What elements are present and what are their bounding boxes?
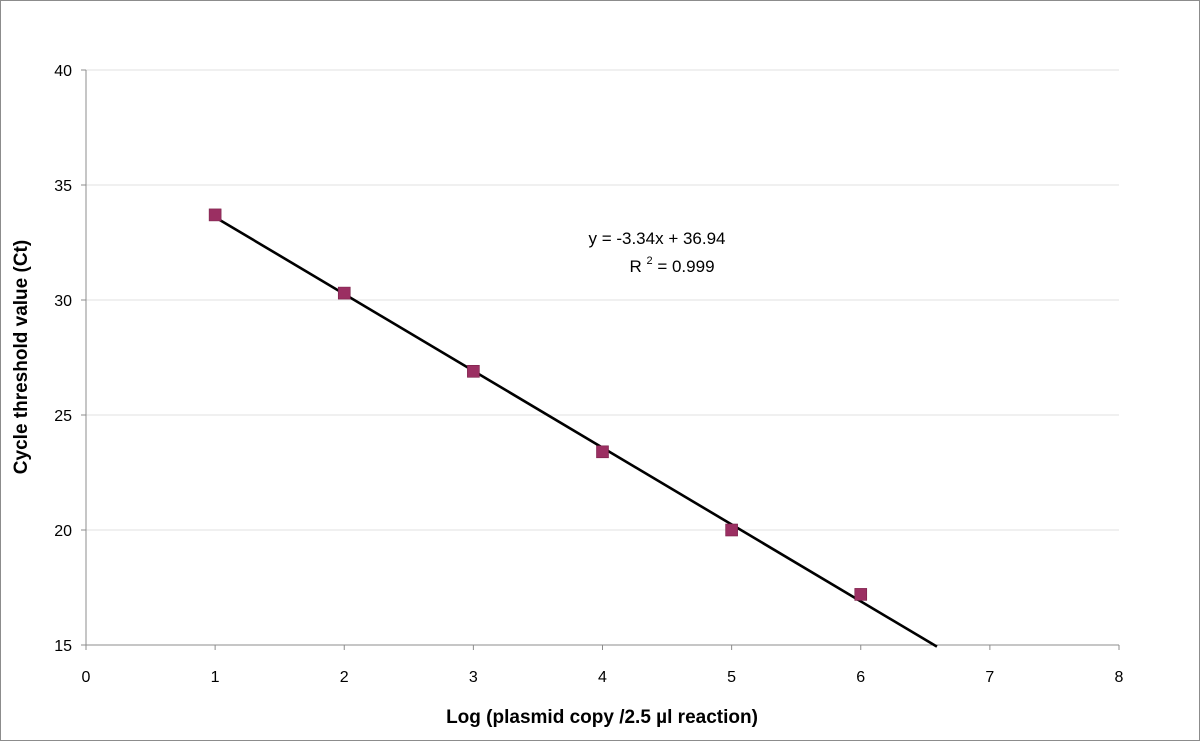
data-point-2	[337, 286, 351, 300]
y-tick-label-25: 25	[54, 408, 72, 425]
data-point-1	[208, 208, 222, 222]
trendline-equation: y = -3.34x + 36.94	[588, 229, 725, 248]
r-squared-exponent: 2	[646, 255, 652, 267]
data-point-4	[596, 445, 609, 459]
x-tick-label-4: 4	[598, 669, 607, 686]
y-axis-title: Cycle threshold value (Ct)	[11, 240, 32, 474]
x-tick-label-3: 3	[469, 669, 478, 686]
y-tick-label-40: 40	[54, 63, 72, 80]
y-tick-label-15: 15	[54, 638, 72, 655]
trendline	[214, 216, 938, 648]
x-tick-label-0: 0	[82, 669, 91, 686]
x-axis-title: Log (plasmid copy /2.5 µl reaction)	[446, 707, 758, 728]
data-point-6	[854, 588, 868, 601]
r-squared-label: R 2 = 0.999	[629, 249, 714, 276]
y-tick-label-20: 20	[54, 523, 72, 540]
data-point-3	[467, 364, 480, 378]
tick-labels: 15 20 25 30 35 40 0 1 2 3 4 5 6 7 8	[54, 63, 1123, 686]
data-point-5	[725, 523, 738, 537]
r-squared-symbol: R	[629, 257, 641, 276]
grid-lines	[86, 69, 1119, 531]
y-tick-label-35: 35	[54, 178, 72, 195]
x-tick-label-2: 2	[340, 669, 349, 686]
x-tick-label-5: 5	[727, 669, 736, 686]
x-tick-label-7: 7	[985, 669, 994, 686]
y-tick-label-30: 30	[54, 293, 72, 310]
x-tick-label-6: 6	[856, 669, 865, 686]
trendline-group	[214, 216, 938, 648]
r-squared-value: = 0.999	[657, 257, 714, 276]
data-points	[208, 208, 868, 601]
x-tick-label-1: 1	[211, 669, 220, 686]
x-tick-label-8: 8	[1115, 669, 1124, 686]
axes	[81, 69, 1120, 650]
